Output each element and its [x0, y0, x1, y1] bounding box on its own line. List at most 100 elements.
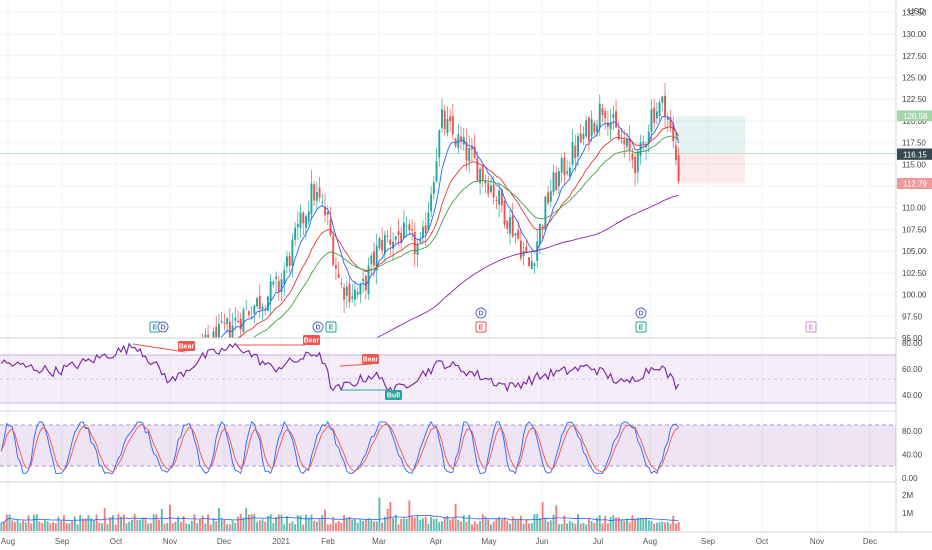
candle-body: [590, 119, 593, 137]
candle-body: [383, 234, 386, 254]
volume-bar: [286, 516, 288, 531]
volume-bar: [441, 521, 443, 531]
candle-body: [623, 139, 626, 145]
candle-body: [476, 158, 479, 181]
candle-body: [628, 138, 631, 151]
earnings-marker: [475, 321, 487, 333]
event-label: D: [638, 311, 643, 318]
stochastic-pane[interactable]: 80.00 40.00 0.00: [0, 420, 923, 483]
candle-body: [386, 235, 389, 237]
volume-bar: [430, 516, 433, 531]
price-tick-label: 107.50: [902, 225, 927, 234]
candle-body: [617, 129, 620, 140]
volume-bar: [413, 517, 416, 531]
candle-body: [237, 320, 239, 323]
candle-body: [242, 309, 245, 332]
price-tick-label: 127.50: [902, 52, 927, 61]
candle-body: [299, 212, 302, 228]
volume-bar: [275, 517, 278, 531]
volume-bar: [525, 520, 528, 531]
volume-bar: [266, 515, 269, 531]
candle-body: [373, 251, 375, 266]
volume-bar: [367, 518, 370, 531]
trade-position-box[interactable]: [0, 115, 896, 184]
candle-body: [253, 305, 256, 314]
candle-body: [348, 283, 351, 302]
candle-body: [411, 228, 414, 231]
candle-body: [424, 225, 427, 234]
volume-bar: [552, 514, 555, 531]
volume-bar: [253, 514, 256, 531]
volume-bar: [571, 522, 574, 531]
volume-bar: [321, 515, 324, 531]
candle-body: [604, 111, 607, 119]
volume-bar: [343, 515, 346, 531]
volume-bar: [218, 508, 220, 531]
sma-slow-line: [375, 195, 679, 338]
event-label: E: [479, 325, 484, 332]
candle-body: [340, 282, 343, 284]
volume-bar: [204, 523, 207, 531]
volume-bar: [313, 520, 316, 531]
candle-body: [250, 317, 253, 319]
candle-body: [549, 191, 552, 202]
candle-body: [620, 141, 623, 143]
volume-bar: [65, 523, 68, 531]
volume-bar: [351, 519, 354, 531]
volume-bar: [509, 523, 511, 531]
candle-body: [642, 141, 645, 144]
volume-bar: [362, 520, 365, 531]
volume-bar: [11, 520, 14, 531]
volume-bar: [128, 521, 131, 531]
month-label: Dec: [863, 537, 877, 546]
candle-body: [490, 185, 492, 192]
event-label: D: [315, 325, 320, 332]
volume-bar: [405, 519, 408, 531]
candle-body: [451, 116, 454, 135]
candle-body: [226, 318, 229, 325]
volume-bar: [574, 523, 577, 531]
volume-bar: [302, 524, 305, 531]
rsi-pane[interactable]: Bear Bear Bear Bull 80.00 60.00 40.00: [0, 335, 923, 404]
volume-bar: [60, 520, 63, 531]
volume-bar: [530, 523, 533, 531]
candle-body: [454, 138, 457, 147]
stop-zone: [676, 153, 745, 184]
volume-bar: [250, 514, 253, 531]
volume-bar: [215, 520, 218, 531]
price-axis[interactable]: USD 132.50 130.00 127.50 125.00 122.50 120.00…: [897, 7, 932, 343]
volume-bar: [359, 519, 362, 531]
volume-bar: [674, 523, 677, 531]
volume-bar: [114, 524, 117, 531]
candle-body: [606, 122, 609, 127]
volume-bar: [103, 507, 106, 531]
volume-bar: [636, 517, 639, 531]
candle-body: [503, 201, 506, 225]
time-axis[interactable]: Aug Sep Oct Nov Dec 2021 Feb Mar Apr May Jun Jul Aug…: [1, 537, 877, 546]
event-label: E: [639, 325, 644, 332]
volume-bar: [590, 521, 593, 531]
volume-bar: [348, 516, 351, 531]
price-tick-label: 110.00: [902, 204, 926, 213]
volume-bar: [207, 514, 210, 531]
volume-bar: [296, 515, 299, 531]
candle-body: [356, 291, 359, 295]
divergence-line: [132, 343, 186, 353]
volume-bar: [71, 521, 74, 531]
volume-pane[interactable]: 2M 1M: [0, 491, 913, 531]
candle-body: [517, 229, 520, 239]
candle-body: [435, 161, 438, 182]
volume-bar: [533, 514, 536, 531]
candle-body: [402, 222, 405, 239]
candle-body: [370, 255, 373, 265]
volume-bar: [628, 522, 631, 531]
candle-body: [514, 233, 517, 236]
stoch-tick-label: 0.00: [902, 474, 918, 483]
candle-body: [634, 156, 637, 174]
volume-bar: [639, 518, 642, 531]
candle-body: [280, 279, 283, 293]
candle-body: [596, 125, 598, 133]
